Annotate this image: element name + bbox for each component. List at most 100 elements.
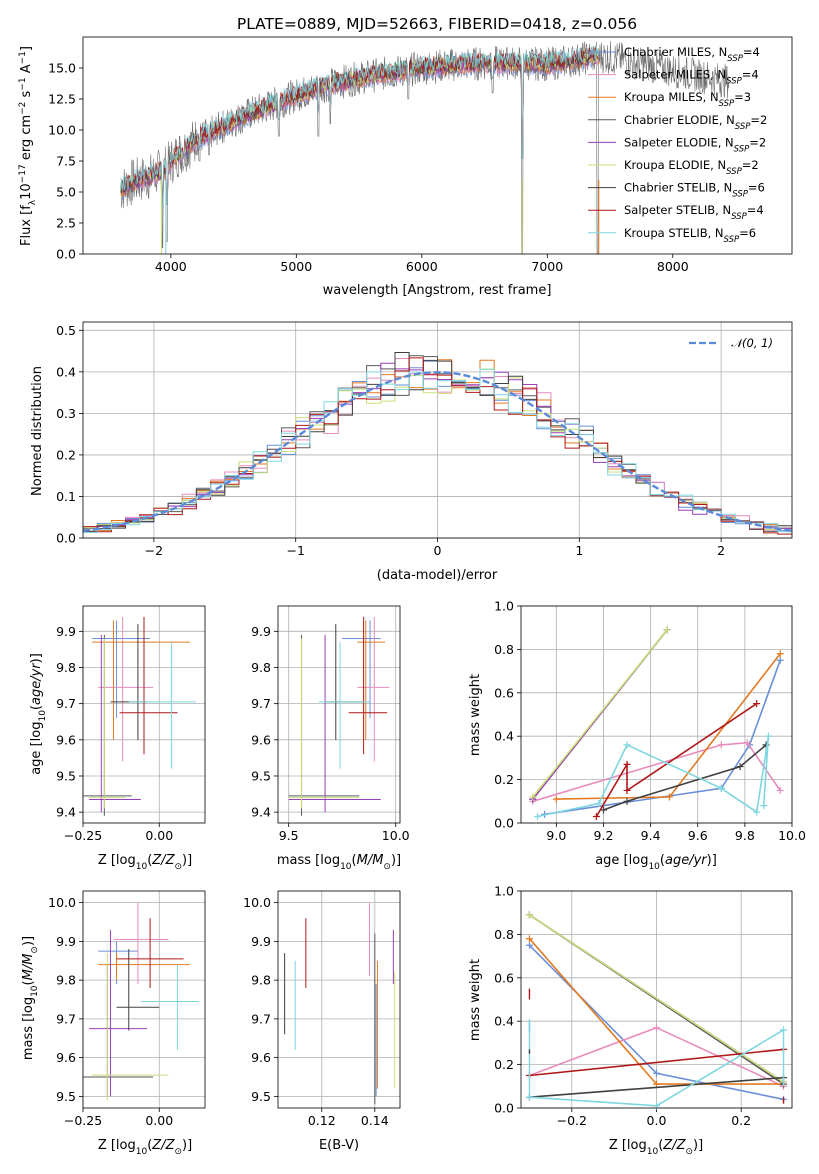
y-tick-label: 10.0: [48, 895, 76, 910]
y-tick-label: 2.5: [56, 216, 76, 231]
y-tick-label: 0.1: [56, 489, 76, 504]
weight-vs-metallicity-panel: Z [log10(Z/Z⊙)] mass weight −0.2 0.0 0.2 0.…: [468, 884, 793, 1157]
y-tick-label: 10.0: [243, 895, 271, 910]
y-tick-label: 0.8: [494, 642, 514, 657]
y-tick-label: 9.7: [56, 1011, 76, 1026]
model-spectrum-line: [120, 45, 600, 210]
residuals-legend: 𝒩(0, 1): [689, 336, 773, 350]
age-vs-metallicity-panel: Z [log10(Z/Z⊙)] age [log10(age/yr)] −0.2…: [29, 605, 206, 872]
weight-point-marker: [623, 797, 631, 805]
x-tick-label: 9.8: [735, 828, 755, 843]
weight-Z-y-label: mass weight: [468, 959, 483, 1041]
weight-point-marker: [533, 812, 541, 820]
y-tick-label: 1.0: [494, 884, 514, 899]
weight-point-marker: [764, 732, 772, 740]
y-tick-label: 9.8: [56, 973, 76, 988]
observed-spectrum: [120, 41, 730, 255]
weight-point-marker: [743, 739, 751, 747]
weight-point-marker: [525, 941, 533, 949]
y-tick-label: 9.9: [251, 624, 271, 639]
y-tick-label: 9.9: [56, 934, 76, 949]
mass-vs-metallicity-panel: Z [log10(Z/Z⊙)] mass [log10(M/M⊙)] −0.25…: [21, 890, 206, 1157]
axes-frame: [277, 890, 401, 1109]
y-tick-label: 9.7: [251, 696, 271, 711]
weight-point-marker: [653, 1024, 660, 1032]
y-tick-label: 9.9: [251, 934, 271, 949]
spectrum-lines: [120, 41, 730, 255]
y-tick-label: 9.6: [56, 732, 76, 747]
y-tick-label: 0.4: [494, 1014, 514, 1029]
x-tick-label: −0.25: [64, 828, 102, 843]
axes-frame: [520, 605, 793, 824]
residuals-y-label: Normed distribution: [30, 366, 45, 496]
y-tick-label: 9.5: [251, 1089, 271, 1104]
weight-point-marker: [717, 784, 725, 792]
weight-series-line: [595, 702, 758, 817]
weight-series-line: [529, 1048, 784, 1077]
y-tick-label: 0.8: [494, 927, 514, 942]
y-tick-label: 0.6: [494, 970, 514, 985]
y-tick-label: 9.8: [251, 660, 271, 675]
y-tick-label: 0.0: [494, 1101, 514, 1116]
y-tick-label: 10.0: [48, 123, 76, 138]
weight-point-marker: [665, 793, 673, 801]
x-tick-label: 6000: [406, 259, 438, 274]
mass-vs-ebv-panel: E(B-V) 0.12 0.14 9.5 9.6 9.7 9.8 9.9 10.0: [243, 890, 401, 1153]
legend-label: Chabrier STELIB, NSSP=6: [624, 181, 765, 200]
weight-point-marker: [753, 700, 761, 708]
y-tick-label: 9.8: [251, 973, 271, 988]
weight-point-marker: [663, 626, 671, 634]
x-tick-label: 0.0: [647, 1113, 667, 1128]
y-tick-label: 12.5: [48, 92, 76, 107]
residuals-frame: [82, 321, 793, 539]
histogram-step: [83, 357, 792, 535]
weight-point-marker: [552, 795, 560, 803]
y-tick-label: 0.6: [494, 685, 514, 700]
x-tick-label: 0.12: [308, 1113, 336, 1128]
x-tick-label: 0: [434, 543, 442, 558]
weight-point-marker: [592, 812, 600, 820]
mass-Z-y-label: mass [log10(M/M⊙)]: [21, 936, 40, 1060]
legend-label: Chabrier ELODIE, NSSP=2: [624, 113, 767, 132]
x-tick-label: −1: [286, 543, 304, 558]
x-tick-label: 4000: [155, 259, 187, 274]
normal-distribution-curve: [82, 371, 793, 532]
y-tick-label: 9.5: [56, 1089, 76, 1104]
y-tick-label: 9.8: [56, 660, 76, 675]
axes-frame: [82, 890, 206, 1109]
x-tick-label: −0.2: [557, 1113, 587, 1128]
y-tick-label: 9.5: [56, 768, 76, 783]
age-Z-y-label: age [log10(age/yr)]: [29, 653, 48, 775]
chart-title: PLATE=0889, MJD=52663, FIBERID=0418, z=0…: [237, 15, 637, 33]
y-tick-label: 0.4: [494, 729, 514, 744]
x-tick-label: 2: [717, 543, 725, 558]
y-tick-label: 7.5: [56, 154, 76, 169]
y-tick-label: 9.4: [251, 805, 271, 820]
residuals-histograms: [82, 352, 793, 535]
weight-point-marker: [595, 799, 603, 807]
weight-point-marker: [736, 763, 744, 771]
weight-point-marker: [623, 741, 631, 749]
axes-frame: [520, 890, 793, 1109]
spectrum-x-label: wavelength [Angstrom, rest frame]: [323, 283, 552, 298]
x-tick-label: 10.0: [382, 828, 410, 843]
age-vs-mass-panel: mass [log10(M/M⊙)] 9.5 10.0 9.4 9.5 9.6 9.7 9.…: [251, 605, 410, 872]
weight-series-line: [544, 660, 781, 816]
y-tick-label: 5.0: [56, 185, 76, 200]
weight-point-marker: [529, 793, 537, 801]
age-M-x-label: mass [log10(M/M⊙)]: [277, 853, 401, 872]
y-tick-label: 9.6: [56, 1050, 76, 1065]
x-tick-label: 9.6: [688, 828, 708, 843]
x-tick-label: 0.14: [361, 1113, 389, 1128]
x-tick-label: 1: [575, 543, 583, 558]
mass-Z-x-label: Z [log10(Z/Z⊙)]: [98, 1138, 192, 1157]
x-tick-label: 0.2: [731, 1113, 751, 1128]
x-tick-label: 7000: [531, 259, 563, 274]
weight-series-line: [529, 1076, 784, 1098]
spectrum-axes: 4000 5000 6000 7000 8000 0.0 2.5 5.0 7.5 10.0 12.5…: [48, 61, 689, 275]
age-Z-x-label: Z [log10(Z/Z⊙)]: [98, 853, 192, 872]
y-tick-label: 0.3: [56, 406, 76, 421]
weight-point-marker: [776, 786, 784, 794]
weight-series-line: [603, 744, 767, 811]
